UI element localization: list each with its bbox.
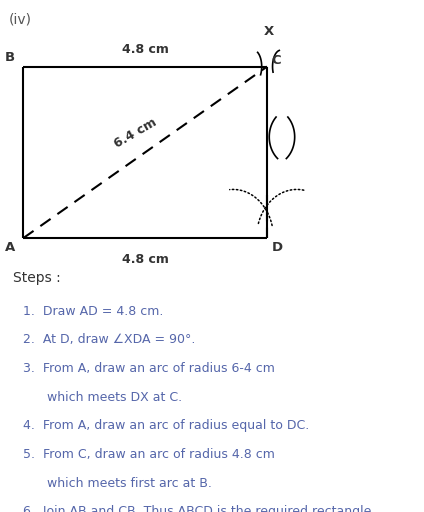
Text: which meets DX at C.: which meets DX at C. xyxy=(23,391,182,403)
Text: 3.  From A, draw an arc of radius 6-4 cm: 3. From A, draw an arc of radius 6-4 cm xyxy=(23,362,275,375)
Text: A: A xyxy=(5,241,15,253)
Text: 1.  Draw AD = 4.8 cm.: 1. Draw AD = 4.8 cm. xyxy=(23,305,164,317)
Text: which meets first arc at B.: which meets first arc at B. xyxy=(23,477,212,489)
Text: 5.  From C, draw an arc of radius 4.8 cm: 5. From C, draw an arc of radius 4.8 cm xyxy=(23,448,275,461)
Text: 4.8 cm: 4.8 cm xyxy=(122,253,169,266)
Text: 6.4 cm: 6.4 cm xyxy=(112,116,159,151)
Text: (iv): (iv) xyxy=(8,13,31,27)
Text: Steps :: Steps : xyxy=(13,271,61,285)
Text: D: D xyxy=(271,241,282,253)
Text: X: X xyxy=(264,26,274,38)
Text: C: C xyxy=(271,54,281,67)
Text: B: B xyxy=(5,51,15,64)
Text: 2.  At D, draw ∠XDA = 90°.: 2. At D, draw ∠XDA = 90°. xyxy=(23,333,196,346)
Text: 6.  Join AB and CB. Thus ABCD is the required rectangle.: 6. Join AB and CB. Thus ABCD is the requ… xyxy=(23,505,376,512)
Text: 4.  From A, draw an arc of radius equal to DC.: 4. From A, draw an arc of radius equal t… xyxy=(23,419,310,432)
Text: 4.8 cm: 4.8 cm xyxy=(122,44,169,56)
